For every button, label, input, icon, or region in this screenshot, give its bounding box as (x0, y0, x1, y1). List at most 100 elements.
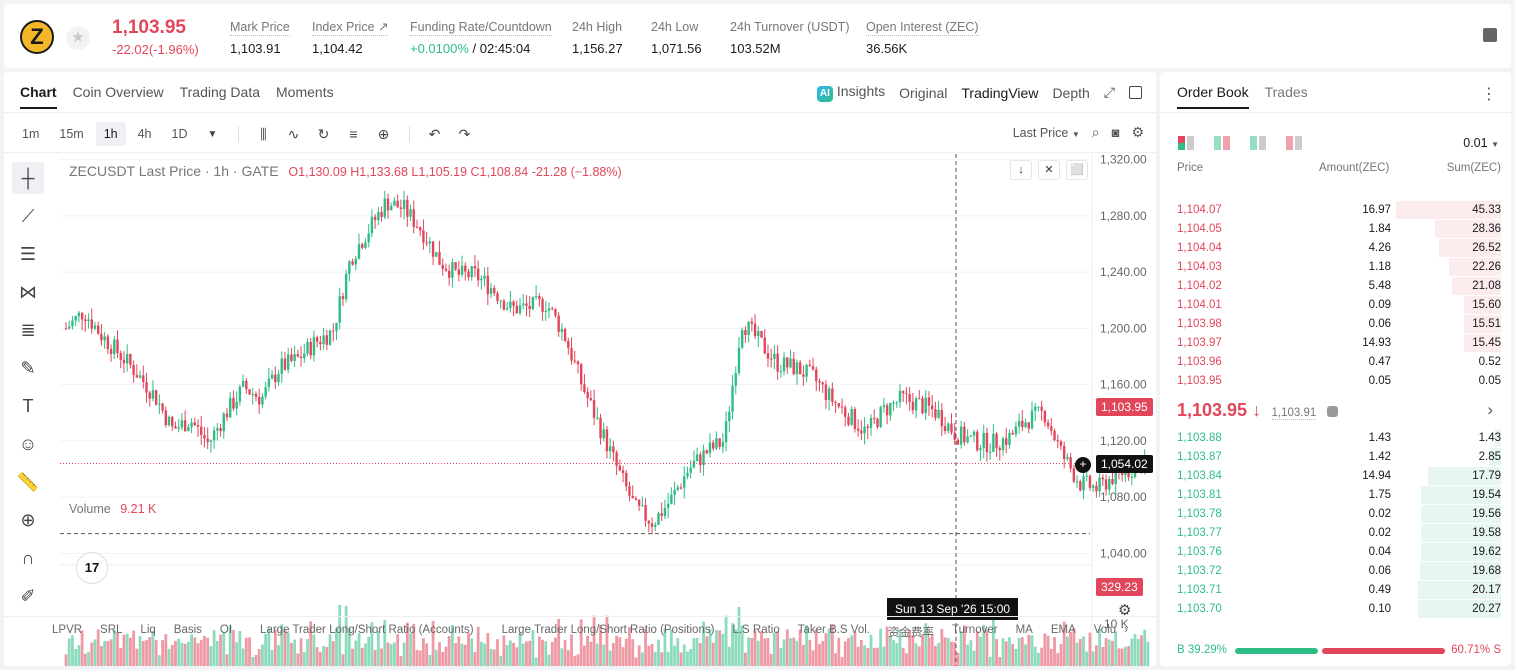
view-both-alt-icon[interactable] (1214, 136, 1230, 150)
ask-row[interactable]: 1,104.03 1.18 22.26 (1160, 258, 1511, 277)
candle-body (695, 454, 699, 462)
chart-settings-icon[interactable]: ⚙ (1118, 602, 1132, 619)
redo-icon[interactable]: ↷ (458, 125, 471, 142)
bid-row[interactable]: 1,103.78 0.02 19.56 (1160, 505, 1511, 524)
bid-row[interactable]: 1,103.84 14.94 17.79 (1160, 467, 1511, 486)
candle-type-icon[interactable]: ⫼ (260, 125, 267, 142)
bid-row[interactable]: 1,103.77 0.02 19.58 (1160, 524, 1511, 543)
timeframe-1m[interactable]: 1m (22, 127, 40, 141)
tab-tradingview[interactable]: TradingView (961, 84, 1039, 101)
favorite-star-icon[interactable]: ★ (66, 26, 90, 50)
indicator-srl[interactable]: SRL (100, 624, 123, 636)
stat-open-interest[interactable]: Open Interest (ZEC) 36.56K (866, 18, 979, 56)
indicator-ls-ratio[interactable]: L.S Ratio (732, 624, 780, 636)
indicator-lpvr[interactable]: LPVR (52, 624, 83, 636)
view-bids-icon[interactable] (1250, 136, 1266, 150)
text-tool-icon[interactable]: T (22, 395, 34, 416)
precision-select[interactable]: 0.01 ▼ (1463, 136, 1499, 150)
bid-row[interactable]: 1,103.71 0.49 20.17 (1160, 581, 1511, 600)
search-icon[interactable]: ⌕ (1091, 124, 1100, 140)
volume-bar (573, 655, 577, 666)
bid-row[interactable]: 1,103.88 1.43 1.43 (1160, 429, 1511, 448)
crosshair-tool-icon[interactable]: ┼ (12, 162, 44, 194)
tab-original[interactable]: Original (899, 84, 948, 101)
indicator-oi[interactable]: OI (219, 624, 233, 636)
indicator-liq[interactable]: Liq (140, 624, 156, 636)
indicator-ema[interactable]: EMA (1050, 624, 1076, 636)
timeframe-1h[interactable]: 1h (95, 122, 126, 146)
camera-icon[interactable]: ◙ (1111, 125, 1120, 140)
view-both-icon[interactable] (1178, 136, 1194, 150)
bid-row[interactable]: 1,103.72 0.06 19.68 (1160, 562, 1511, 581)
ask-row[interactable]: 1,104.02 5.48 21.08 (1160, 277, 1511, 296)
ask-row[interactable]: 1,104.04 4.26 26.52 (1160, 239, 1511, 258)
indicator-basis[interactable]: Basis (173, 624, 202, 636)
stat-funding-rate[interactable]: Funding Rate/Countdown +0.0100% / 02:45:… (410, 18, 552, 56)
indicators-icon[interactable]: ∿ (287, 125, 300, 142)
add-indicator-icon[interactable]: ⊕ (377, 125, 390, 142)
gear-icon[interactable]: ⚙ (1131, 124, 1144, 140)
ask-row[interactable]: 1,103.95 0.05 0.05 (1160, 372, 1511, 391)
emoji-tool-icon[interactable]: ☺ (18, 433, 38, 454)
tab-trading-data[interactable]: Trading Data (179, 84, 261, 100)
tab-order-book[interactable]: Order Book (1177, 84, 1249, 109)
ask-row[interactable]: 1,103.97 14.93 15.45 (1160, 334, 1511, 353)
tab-moments[interactable]: Moments (276, 84, 334, 100)
timeframe-15m[interactable]: 15m (59, 127, 84, 141)
chevron-right-icon[interactable]: › (1124, 624, 1128, 636)
indicator-funding-rate[interactable]: 资金费率 (887, 627, 934, 639)
magnet-tool-icon[interactable]: ∩ (21, 547, 35, 568)
chevron-right-icon[interactable]: › (1487, 400, 1493, 419)
bid-row[interactable]: 1,103.87 1.42 2.85 (1160, 448, 1511, 467)
ask-row[interactable]: 1,104.05 1.84 28.36 (1160, 220, 1511, 239)
expand-icon[interactable]: ⤢ (1103, 84, 1115, 100)
arrow-down-icon[interactable]: ↓ (1010, 160, 1032, 180)
add-alert-icon[interactable]: + (1075, 457, 1091, 473)
indicator-large-trader-positions[interactable]: Large Trader Long/Short Ratio (Positions… (501, 624, 715, 636)
horizontal-lines-tool-icon[interactable]: ☰ (19, 243, 37, 264)
indicator-volume[interactable]: Volu (1093, 624, 1117, 636)
timeframe-4h[interactable]: 4h (137, 127, 152, 141)
funding-rate-value: +0.0100% (410, 41, 469, 56)
zoom-tool-icon[interactable]: ⊕ (20, 509, 36, 530)
bid-row[interactable]: 1,103.70 0.10 20.27 (1160, 600, 1511, 619)
candlestick-chart[interactable]: 1,320.00 1,280.00 1,240.00 1,200.00 1,160.00… (60, 154, 1156, 666)
maximize-icon[interactable]: ⬜ (1066, 160, 1088, 180)
indicator-ma[interactable]: MA (1015, 624, 1033, 636)
template-icon[interactable]: ≡ (349, 126, 358, 142)
brush-tool-icon[interactable]: ✎ (20, 357, 36, 378)
volume-bar (244, 637, 248, 666)
ask-row[interactable]: 1,104.01 0.09 15.60 (1160, 296, 1511, 315)
tab-coin-overview[interactable]: Coin Overview (72, 84, 164, 100)
indicator-taker-bs-vol[interactable]: Taker B.S Vol. (797, 624, 870, 636)
replay-icon[interactable]: ↻ (317, 125, 330, 142)
indicator-large-trader-accounts[interactable]: Large Trader Long/Short Ratio (Accounts) (260, 624, 474, 636)
indicator-turnover[interactable]: Turnover (951, 624, 998, 636)
bid-row[interactable]: 1,103.76 0.04 19.62 (1160, 543, 1511, 562)
pencil-lock-tool-icon[interactable]: ✐ (20, 585, 36, 606)
bid-row[interactable]: 1,103.81 1.75 19.54 (1160, 486, 1511, 505)
volume-bar (586, 635, 590, 666)
ask-row[interactable]: 1,104.07 16.97 45.33 (1160, 201, 1511, 220)
insights-button[interactable]: AI Insights (816, 83, 885, 102)
more-options-icon[interactable]: ⋮ (1481, 86, 1497, 103)
trendline-tool-icon[interactable]: ⟋ (21, 205, 35, 226)
ask-row[interactable]: 1,103.96 0.47 0.52 (1160, 353, 1511, 372)
ruler-tool-icon[interactable]: 📏 (16, 471, 40, 492)
collapse-icon[interactable]: ✕ (1038, 160, 1060, 180)
undo-icon[interactable]: ↶ (428, 125, 441, 142)
timeframe-1d[interactable]: 1D (171, 127, 188, 141)
pattern-tool-icon[interactable]: ⋈ (19, 281, 37, 302)
tab-trades[interactable]: Trades (1264, 84, 1308, 100)
timeframe-dropdown-icon[interactable]: ▼ (207, 128, 218, 140)
ask-row[interactable]: 1,103.98 0.06 15.51 (1160, 315, 1511, 334)
view-asks-icon[interactable] (1286, 136, 1302, 150)
fib-tool-icon[interactable]: ≣ (20, 319, 36, 340)
notes-icon[interactable] (1483, 28, 1497, 42)
tab-chart[interactable]: Chart (20, 84, 57, 109)
stat-index-price[interactable]: Index Price ↗ 1,104.42 (312, 18, 389, 56)
window-icon[interactable] (1129, 86, 1142, 99)
price-type-select[interactable]: Last Price ▼ (1012, 125, 1080, 140)
stat-mark-price[interactable]: Mark Price 1,103.91 (230, 18, 290, 56)
tab-depth[interactable]: Depth (1052, 84, 1090, 101)
